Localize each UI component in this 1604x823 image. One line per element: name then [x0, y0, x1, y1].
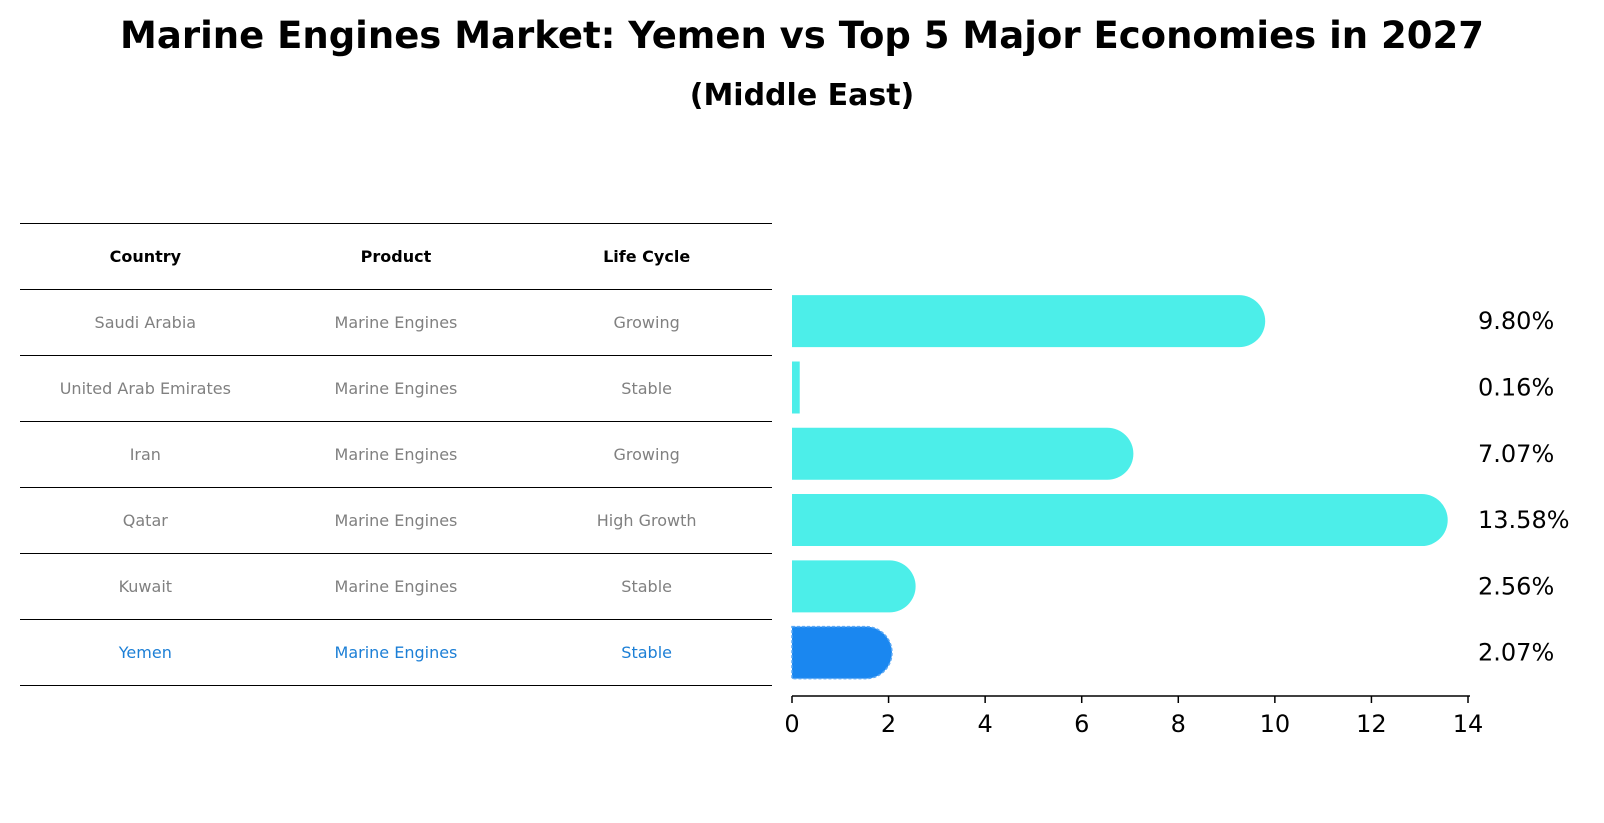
cell-country: Yemen [20, 619, 271, 686]
bar-kuwait [792, 560, 916, 613]
value-label: 2.07% [1478, 639, 1554, 667]
header-life-cycle: Life Cycle [521, 223, 772, 290]
market-table: Country Product Life Cycle Saudi Arabia … [20, 223, 772, 686]
value-label: 0.16% [1478, 373, 1554, 401]
table-row: Qatar Marine Engines High Growth [20, 487, 772, 554]
cell-life-cycle: High Growth [521, 487, 772, 554]
value-label: 9.80% [1478, 307, 1554, 335]
value-label: 2.56% [1478, 572, 1554, 600]
chart-title: Marine Engines Market: Yemen vs Top 5 Ma… [120, 14, 1484, 57]
bar-iran [792, 427, 1134, 480]
x-tick-label: 2 [881, 710, 896, 738]
cell-life-cycle: Stable [521, 355, 772, 422]
header-product: Product [270, 223, 522, 290]
table-row: United Arab Emirates Marine Engines Stab… [20, 355, 772, 422]
x-tick-label: 6 [1074, 710, 1089, 738]
bar-yemen [791, 625, 893, 680]
cell-product: Marine Engines [270, 355, 522, 422]
cell-country: Iran [20, 421, 271, 488]
bar-qatar [792, 494, 1448, 547]
table-row: Saudi Arabia Marine Engines Growing [20, 289, 772, 356]
cell-country: United Arab Emirates [20, 355, 271, 422]
value-label: 13.58% [1478, 506, 1570, 534]
header-country: Country [20, 223, 271, 290]
value-label: 7.07% [1478, 440, 1554, 468]
bar-saudi-arabia [792, 295, 1266, 348]
cell-country: Kuwait [20, 553, 271, 620]
x-tick-label: 12 [1356, 710, 1387, 738]
table-row: Kuwait Marine Engines Stable [20, 553, 772, 620]
x-tick-label: 8 [1171, 710, 1186, 738]
table-row: Iran Marine Engines Growing [20, 421, 772, 488]
x-tick-label: 4 [978, 710, 993, 738]
cell-product: Marine Engines [270, 619, 522, 686]
cell-life-cycle: Stable [521, 553, 772, 620]
cell-life-cycle: Stable [521, 619, 772, 686]
x-tick-label: 0 [784, 710, 799, 738]
chart-subtitle: (Middle East) [689, 78, 915, 113]
cell-product: Marine Engines [270, 487, 522, 554]
bar-united-arab-emirates [792, 361, 800, 414]
cell-country: Qatar [20, 487, 271, 554]
cell-country: Saudi Arabia [20, 289, 271, 356]
cell-life-cycle: Growing [521, 421, 772, 488]
table-row-highlighted: Yemen Marine Engines Stable [20, 619, 772, 686]
cell-life-cycle: Growing [521, 289, 772, 356]
cell-product: Marine Engines [270, 289, 522, 356]
x-tick-label: 10 [1260, 710, 1291, 738]
x-tick-label: 14 [1453, 710, 1484, 738]
cell-product: Marine Engines [270, 421, 522, 488]
cell-product: Marine Engines [270, 553, 522, 620]
table-header-row: Country Product Life Cycle [20, 223, 772, 290]
